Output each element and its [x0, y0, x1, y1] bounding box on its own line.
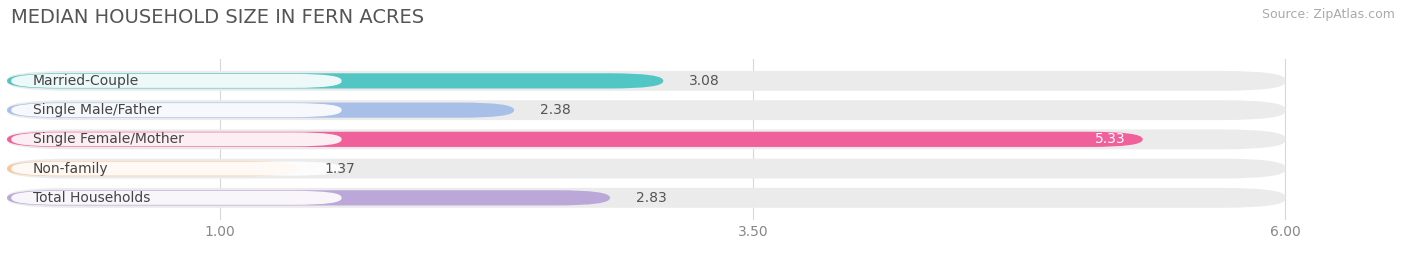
Text: 2.38: 2.38: [540, 103, 571, 117]
FancyBboxPatch shape: [11, 162, 342, 176]
FancyBboxPatch shape: [7, 132, 1143, 147]
Text: 2.83: 2.83: [636, 191, 666, 205]
Text: 3.08: 3.08: [689, 74, 720, 88]
FancyBboxPatch shape: [7, 71, 1285, 91]
FancyBboxPatch shape: [7, 161, 299, 176]
FancyBboxPatch shape: [7, 190, 610, 206]
Text: Total Households: Total Households: [32, 191, 150, 205]
FancyBboxPatch shape: [7, 73, 664, 88]
FancyBboxPatch shape: [7, 103, 515, 118]
FancyBboxPatch shape: [11, 103, 342, 117]
Text: Single Female/Mother: Single Female/Mother: [32, 132, 183, 146]
Text: Non-family: Non-family: [32, 162, 108, 176]
Text: Single Male/Father: Single Male/Father: [32, 103, 162, 117]
Text: 1.37: 1.37: [325, 162, 356, 176]
FancyBboxPatch shape: [7, 100, 1285, 120]
Text: Married-Couple: Married-Couple: [32, 74, 139, 88]
FancyBboxPatch shape: [7, 129, 1285, 149]
Text: 5.33: 5.33: [1095, 132, 1126, 146]
FancyBboxPatch shape: [7, 159, 1285, 178]
FancyBboxPatch shape: [11, 132, 342, 146]
Text: MEDIAN HOUSEHOLD SIZE IN FERN ACRES: MEDIAN HOUSEHOLD SIZE IN FERN ACRES: [11, 8, 425, 27]
FancyBboxPatch shape: [11, 191, 342, 205]
FancyBboxPatch shape: [11, 74, 342, 88]
Text: Source: ZipAtlas.com: Source: ZipAtlas.com: [1261, 8, 1395, 21]
FancyBboxPatch shape: [7, 188, 1285, 208]
